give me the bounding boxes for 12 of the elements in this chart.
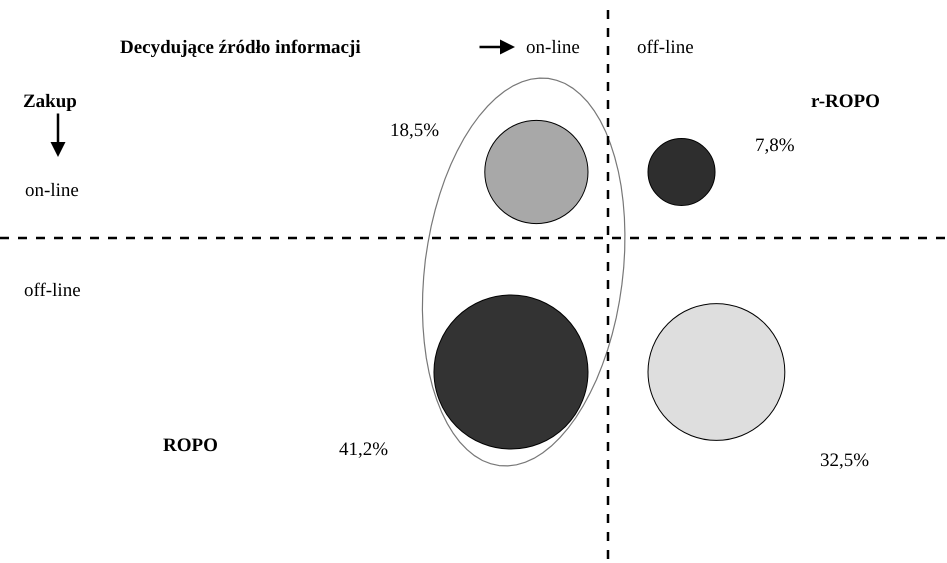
text: off-line (637, 37, 694, 58)
text: Decydujące źródło informacji (120, 37, 361, 58)
data-label: 32,5% (820, 450, 870, 471)
data-label: 41,2% (339, 439, 388, 460)
text: ROPO (163, 435, 218, 456)
text: on-line (25, 180, 79, 201)
text: r-ROPO (811, 91, 880, 112)
data-label: 18,5% (390, 120, 440, 141)
text: off-line (24, 280, 81, 301)
text: Zakup (23, 91, 77, 112)
text: on-line (526, 37, 580, 58)
data-label: 7,8% (755, 135, 795, 156)
